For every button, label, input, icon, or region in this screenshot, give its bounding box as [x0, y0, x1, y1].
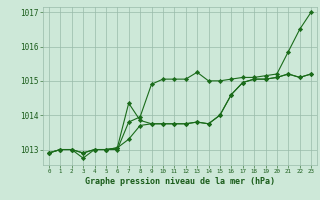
X-axis label: Graphe pression niveau de la mer (hPa): Graphe pression niveau de la mer (hPa) — [85, 177, 275, 186]
